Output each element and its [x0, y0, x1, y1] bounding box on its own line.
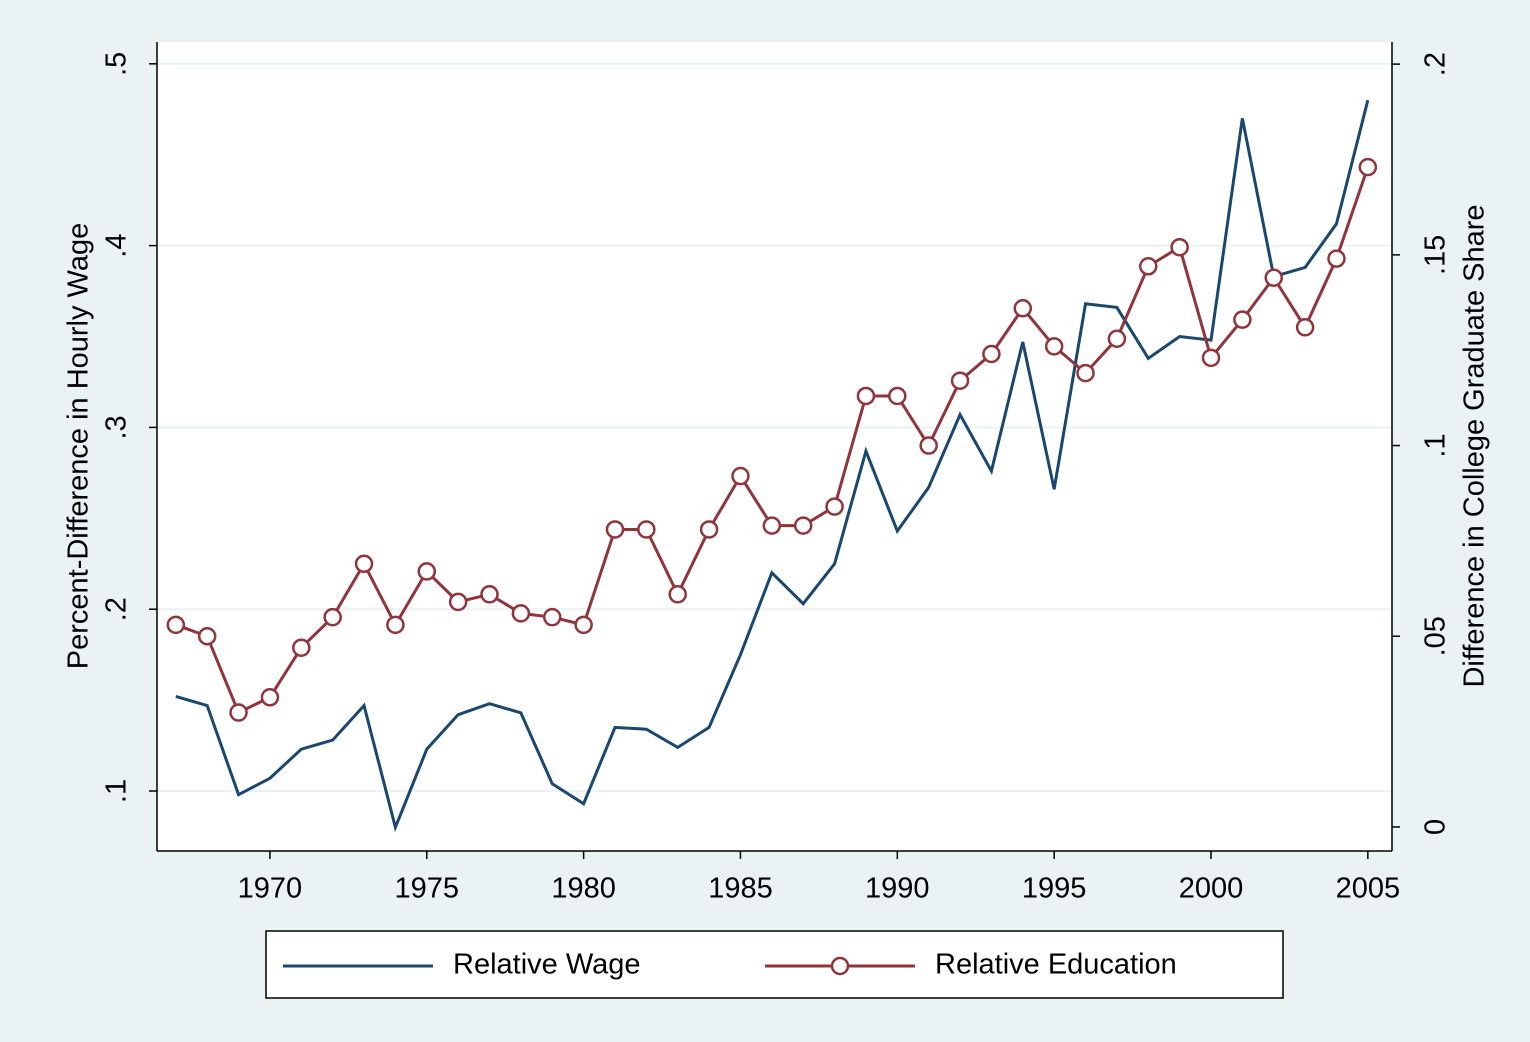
- x-tick-label: 2005: [1336, 873, 1401, 905]
- marker: [386, 615, 405, 635]
- legend-marker: [830, 956, 850, 976]
- marker: [480, 585, 499, 604]
- marker: [543, 607, 562, 627]
- marker: [292, 638, 311, 657]
- x-tick-label: 1990: [865, 873, 930, 905]
- marker: [354, 554, 374, 574]
- legend: [265, 930, 1284, 999]
- marker: [825, 497, 844, 516]
- marker: [1076, 363, 1095, 383]
- y2-tick-label: .1: [1420, 433, 1452, 457]
- y2-tick-label: 0: [1420, 819, 1452, 835]
- y2-tick-label: .15: [1420, 235, 1452, 275]
- x-tick-label: 2000: [1179, 873, 1244, 905]
- marker: [605, 520, 625, 539]
- marker: [511, 604, 531, 623]
- marker: [1295, 318, 1315, 337]
- marker: [731, 466, 750, 486]
- series-line: [175, 99, 1370, 833]
- x-tick-label: 1985: [708, 873, 773, 905]
- marker: [762, 516, 782, 535]
- y2-axis-title: Difference in College Graduate Share: [1459, 204, 1491, 687]
- marker: [888, 386, 907, 406]
- marker: [574, 615, 593, 635]
- marker: [166, 615, 186, 635]
- x-tick-label: 1975: [395, 873, 460, 905]
- y2-tick-label: .2: [1420, 52, 1452, 76]
- x-tick-label: 1980: [551, 873, 616, 905]
- marker: [1139, 257, 1158, 276]
- marker: [417, 562, 437, 581]
- plot-area: [157, 42, 1392, 851]
- legend-label: Relative Education: [935, 949, 1177, 981]
- y-axis-title: Percent-Difference in Hourly Wage: [63, 223, 95, 669]
- marker: [1327, 249, 1346, 268]
- y-tick-label: .2: [101, 597, 133, 621]
- marker: [982, 344, 1001, 364]
- marker: [793, 516, 813, 535]
- marker: [668, 585, 687, 604]
- y-tick-label: .4: [101, 234, 133, 258]
- y2-tick-label: .05: [1420, 616, 1452, 656]
- marker: [197, 627, 217, 646]
- marker: [1044, 337, 1064, 356]
- x-tick-label: 1970: [238, 873, 303, 905]
- marker: [1201, 348, 1221, 368]
- marker: [448, 592, 468, 612]
- marker: [950, 371, 970, 390]
- marker: [1170, 237, 1189, 257]
- marker: [1358, 157, 1378, 177]
- marker: [229, 703, 248, 722]
- marker: [699, 520, 719, 539]
- marker: [919, 436, 938, 455]
- marker: [1107, 329, 1127, 348]
- marker: [1264, 268, 1283, 287]
- y-tick-label: .1: [101, 779, 133, 803]
- legend-label: Relative Wage: [453, 949, 641, 981]
- marker: [1013, 298, 1033, 318]
- x-tick-label: 1995: [1022, 873, 1087, 905]
- marker: [637, 520, 656, 539]
- marker: [260, 688, 280, 707]
- marker: [323, 607, 342, 627]
- marker: [1233, 310, 1252, 329]
- marker: [856, 386, 876, 406]
- y-tick-label: .3: [101, 415, 133, 439]
- y-tick-label: .5: [101, 52, 133, 76]
